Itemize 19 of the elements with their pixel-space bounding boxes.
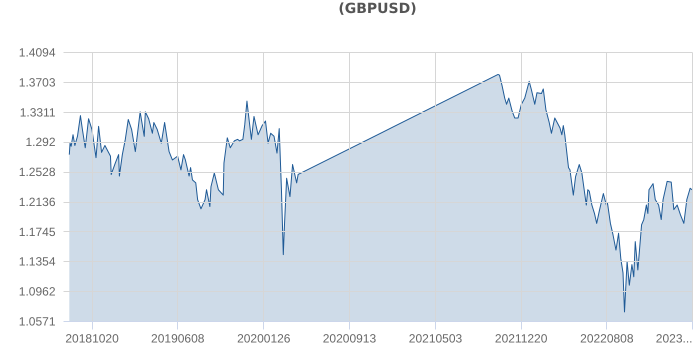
y-tick-label: 1.2136	[18, 195, 56, 210]
x-tick-label: 20200126	[237, 332, 291, 346]
x-tick-label: 20210503	[408, 332, 463, 346]
y-tick-label: 1.3311	[20, 105, 56, 120]
x-tick-label: 20220808	[580, 332, 634, 346]
y-tick-label: 1.292	[25, 135, 56, 150]
y-tick-label: 1.3703	[18, 75, 56, 90]
y-tick-label: 1.0962	[18, 284, 56, 299]
x-tick-label: 20181020	[65, 332, 120, 346]
y-tick-label: 1.2528	[18, 165, 56, 180]
x-tick-label: 2023...	[656, 332, 692, 346]
x-tick-label: 20211220	[494, 332, 548, 346]
y-tick-label: 1.4094	[18, 46, 56, 60]
y-tick-label: 1.1745	[18, 224, 56, 239]
x-tick-label: 20190608	[151, 332, 205, 346]
y-tick-label: 1.0571	[18, 314, 56, 328]
chart-title: (GBPUSD)	[338, 1, 417, 17]
x-tick-label: 20200913	[322, 332, 376, 346]
y-tick-label: 1.1354	[18, 254, 56, 269]
